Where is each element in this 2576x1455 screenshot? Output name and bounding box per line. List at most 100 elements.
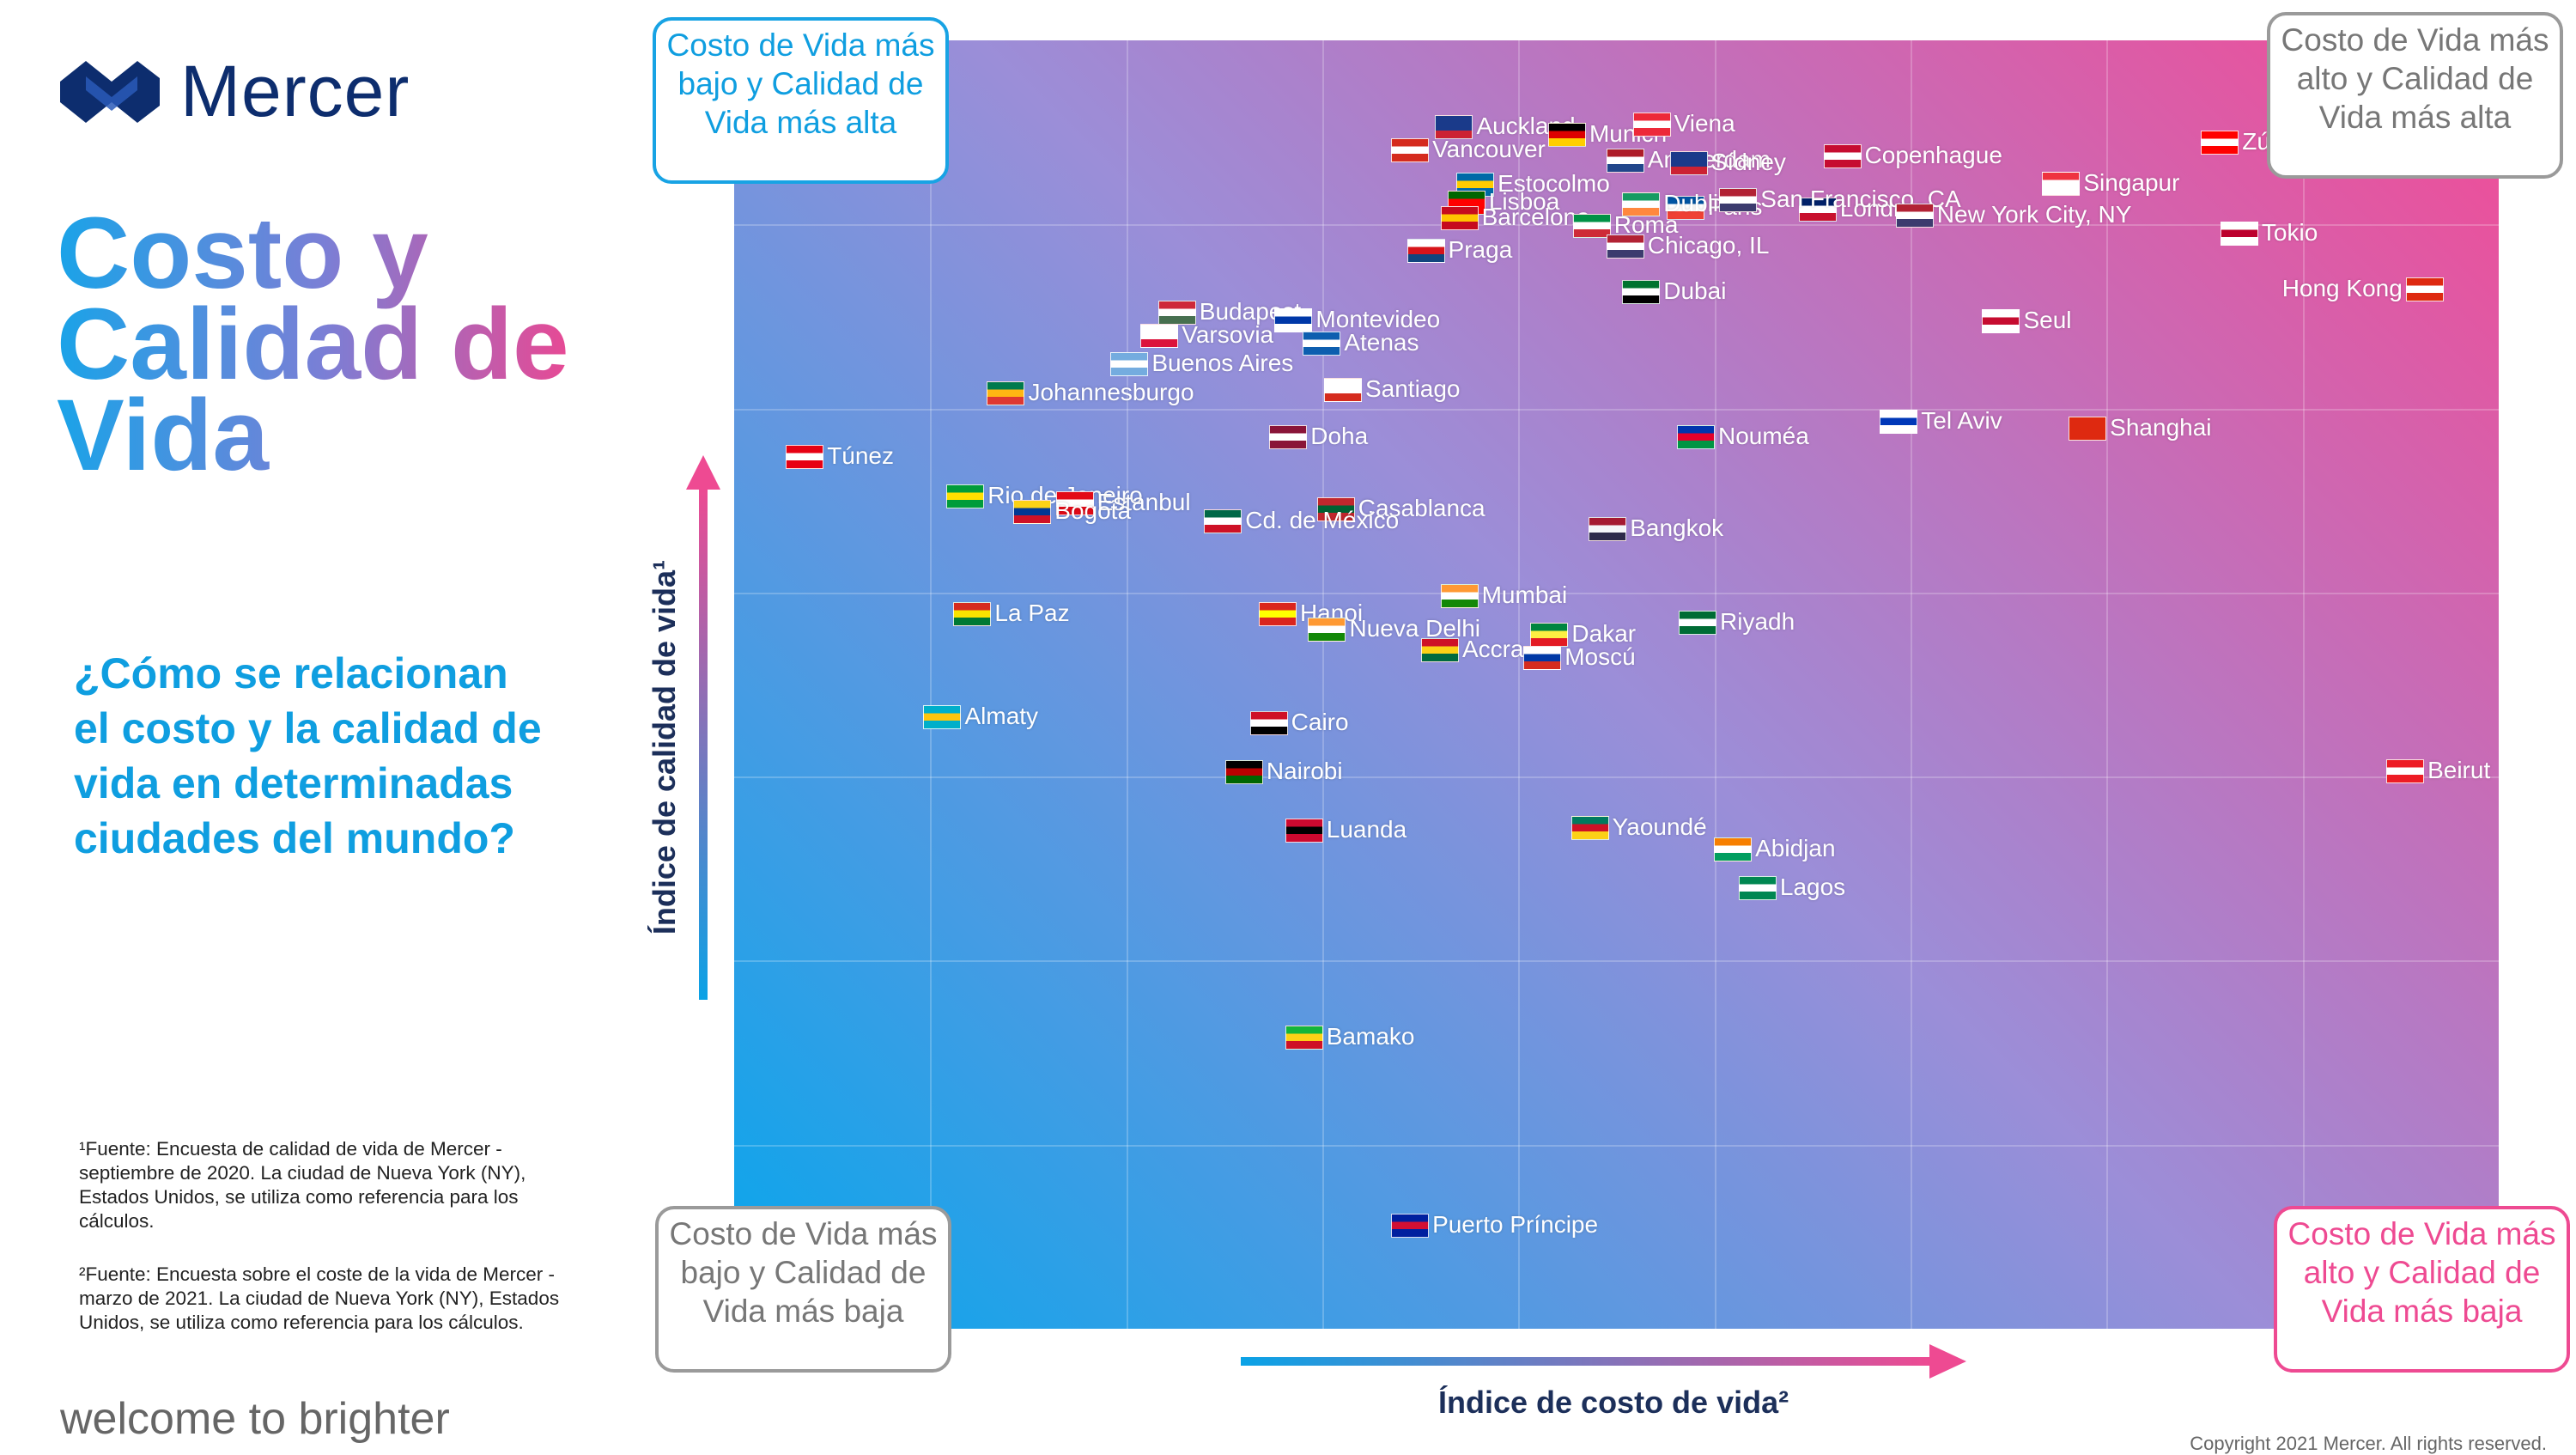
city-flag-icon (1606, 234, 1644, 259)
city-flag-icon (1589, 516, 1627, 541)
city-flag-icon (1440, 206, 1479, 230)
city-flag-icon (987, 381, 1025, 405)
city-flag-icon (1572, 214, 1611, 238)
title-line-3: Vida (57, 379, 270, 492)
city-flag-icon (1982, 309, 2020, 333)
grid-line-vertical (1126, 40, 1128, 1329)
mercer-logo: Mercer (57, 50, 410, 133)
city-flag-icon (1406, 238, 1445, 263)
mercer-logo-icon (60, 60, 160, 123)
city-flag-icon (1632, 112, 1671, 137)
city-flag-icon (1738, 876, 1777, 900)
city-label: Copenhague (1864, 142, 2002, 168)
city-label: Túnez (827, 441, 895, 469)
city-label: Vancouver (1432, 135, 1546, 162)
city-label: Yaoundé (1612, 813, 1707, 840)
city-flag-icon (1719, 188, 1758, 212)
city-flag-icon (946, 484, 985, 508)
city-flag-icon (2201, 130, 2239, 155)
grid-line-horizontal (734, 776, 2499, 779)
city-flag-icon (2220, 222, 2258, 246)
city-label: Sídney (1710, 148, 1786, 175)
city-label: Dubai (1663, 277, 1727, 304)
city-flag-icon (1880, 410, 1918, 434)
city-label: Almaty (964, 702, 1039, 729)
city-flag-icon (1391, 1214, 1430, 1238)
city-label: Roma (1613, 211, 1679, 238)
city-label: Hong Kong (2281, 274, 2403, 301)
city-flag-icon (1258, 601, 1297, 626)
city-flag-icon (1669, 150, 1708, 175)
quadrant-bottom-left: Costo de Vida más bajo y Calidad de Vida… (655, 1206, 951, 1373)
city-label: Shanghai (2110, 413, 2212, 441)
grid-line-vertical (1714, 40, 1716, 1329)
city-flag-icon (1440, 583, 1479, 608)
city-label: Seul (2023, 307, 2072, 333)
footnote-2: ²Fuente: Encuesta sobre el coste de la v… (79, 1263, 560, 1333)
city-label: La Paz (994, 599, 1070, 626)
city-label: Beirut (2427, 756, 2491, 783)
city-label: Nairobi (1266, 758, 1343, 784)
city-label: Dakar (1571, 619, 1637, 647)
brand-name: Mercer (180, 51, 410, 131)
grid-line-vertical (2106, 40, 2109, 1329)
city-flag-icon (1622, 192, 1661, 216)
y-axis-arrow (686, 455, 720, 1000)
city-flag-icon (1303, 331, 1341, 356)
city-label: Tokio (2261, 219, 2318, 246)
city-label: Abidjan (1755, 835, 1836, 861)
grid-line-vertical (930, 40, 933, 1329)
quadrant-top-left: Costo de Vida más bajo y Calidad de Vida… (653, 17, 949, 184)
quadrant-top-right: Costo de Vida más alto y Calidad de Vida… (2267, 12, 2563, 179)
city-flag-icon (1316, 497, 1355, 521)
city-flag-icon (1421, 637, 1459, 662)
city-label: New York City, NY (1936, 201, 2132, 228)
grid-line-horizontal (734, 224, 2499, 227)
city-label: Singapur (2083, 168, 2180, 196)
city-label: Buenos Aires (1151, 349, 1294, 376)
city-flag-icon (1676, 425, 1715, 449)
city-flag-icon (1391, 137, 1430, 162)
city-label: Johannesburgo (1028, 379, 1194, 405)
grid-line-horizontal (734, 1144, 2499, 1147)
city-flag-icon (1285, 1026, 1323, 1050)
city-label: Chicago, IL (1647, 232, 1770, 259)
city-flag-icon (923, 704, 962, 729)
city-label: Bamako (1326, 1023, 1415, 1050)
city-flag-icon (1679, 611, 1717, 635)
city-flag-icon (1435, 114, 1473, 139)
city-flag-icon (1140, 323, 1179, 348)
city-flag-icon (1622, 279, 1661, 304)
city-flag-icon (1308, 617, 1346, 642)
city-label: Mumbai (1481, 581, 1568, 608)
question-text: ¿Cómo se relacionan el costo y la calida… (74, 649, 542, 862)
city-flag-icon (1798, 197, 1837, 222)
grid-line-horizontal (734, 592, 2499, 594)
city-label: Cairo (1291, 709, 1349, 735)
city-flag-icon (1224, 760, 1263, 784)
city-flag-icon (1323, 377, 1362, 402)
grid-line-horizontal (734, 408, 2499, 411)
tagline: welcome to brighter (60, 1394, 450, 1444)
page-title: Costo y Calidad de Vida (57, 208, 589, 481)
city-flag-icon (786, 444, 824, 469)
city-flag-icon (1895, 204, 1934, 228)
city-label: Bogotá (1054, 497, 1132, 524)
city-flag-icon (2386, 758, 2425, 783)
city-label: Viena (1674, 109, 1735, 137)
city-flag-icon (1249, 711, 1288, 735)
copyright: Copyright 2021 Mercer. All rights reserv… (2190, 1433, 2547, 1454)
city-flag-icon (1269, 425, 1308, 449)
city-label: Barcelona (1481, 204, 1590, 230)
city-flag-icon (1055, 490, 1094, 515)
city-flag-icon (1606, 148, 1644, 173)
x-axis-arrow (1241, 1344, 1966, 1379)
city-flag-icon (1666, 196, 1704, 220)
city-flag-icon (1571, 815, 1609, 840)
city-label: Estanbul (1097, 488, 1191, 515)
city-label: Estocolmo (1498, 170, 1610, 197)
city-flag-icon (953, 601, 992, 626)
grid-line-vertical (2302, 40, 2305, 1329)
city-label: Casablanca (1358, 495, 1485, 521)
city-label: Lisboa (1488, 188, 1560, 215)
